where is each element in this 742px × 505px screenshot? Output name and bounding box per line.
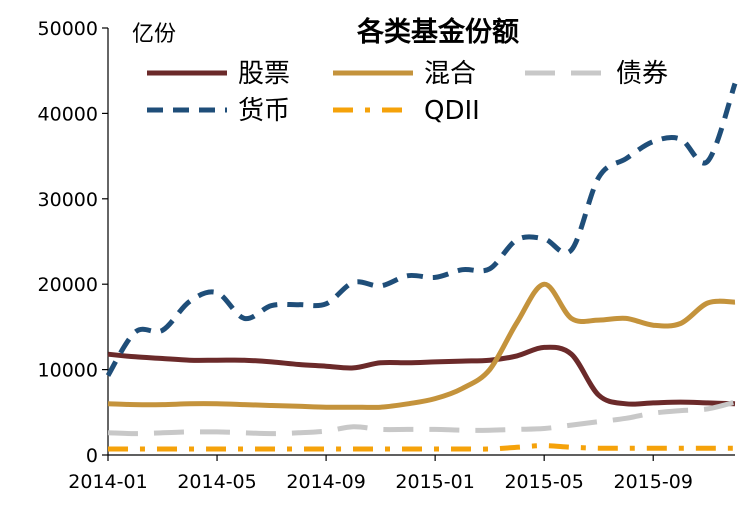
x-axis: 2014-01 2014-05 2014-09 2015-01 2015-05 2015-… bbox=[68, 454, 735, 493]
y-axis: 0 10000 20000 30000 40000 50000 bbox=[38, 18, 109, 467]
y-tick-label: 50000 bbox=[38, 18, 98, 40]
x-tick-label: 2015-05 bbox=[504, 471, 583, 493]
legend-label: 货币 bbox=[238, 96, 290, 126]
legend-label: 混合 bbox=[424, 59, 476, 89]
y-tick-label: 10000 bbox=[38, 360, 98, 382]
y-axis-unit-label: 亿份 bbox=[132, 22, 176, 47]
x-tick-label: 2014-05 bbox=[177, 471, 256, 493]
y-tick-label: 40000 bbox=[38, 103, 98, 125]
series-line-5 bbox=[108, 443, 735, 452]
legend-label: 债券 bbox=[616, 59, 668, 89]
series-line-1 bbox=[107, 344, 736, 407]
x-tick-label: 2015-01 bbox=[395, 471, 474, 493]
x-tick-label: 2014-09 bbox=[286, 471, 365, 493]
y-tick-label: 0 bbox=[86, 445, 98, 467]
y-tick-label: 20000 bbox=[38, 274, 98, 296]
chart-title: 各类基金份额 bbox=[356, 16, 519, 48]
series-line-3 bbox=[107, 399, 736, 437]
x-tick-label: 2015-09 bbox=[614, 471, 693, 493]
legend-label: 股票 bbox=[238, 59, 290, 89]
legend-label: QDII bbox=[424, 96, 480, 126]
y-tick-label: 30000 bbox=[38, 189, 98, 211]
series-line-4 bbox=[105, 82, 738, 377]
series-layer bbox=[105, 82, 738, 452]
x-tick-label: 2014-01 bbox=[68, 471, 147, 493]
series-line-2 bbox=[107, 281, 736, 410]
